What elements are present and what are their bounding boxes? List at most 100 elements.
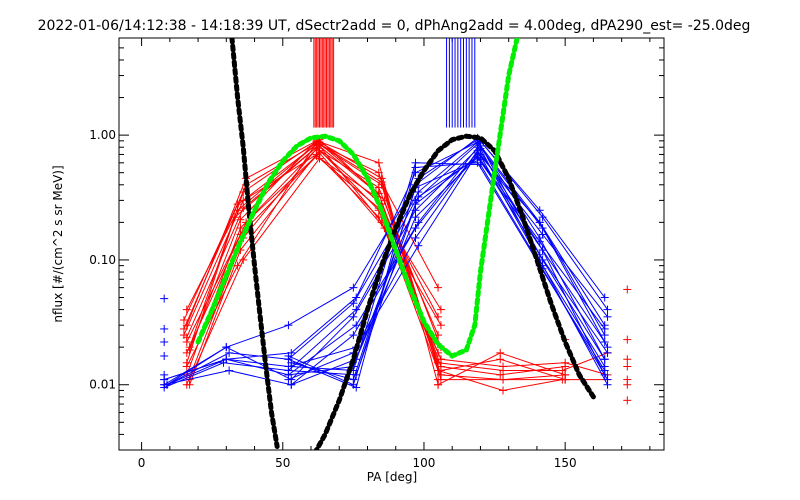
- blue-point: [222, 343, 231, 352]
- blue-point: [411, 233, 420, 242]
- red-point: [434, 380, 443, 389]
- red-point: [374, 158, 383, 167]
- blue-point: [349, 299, 358, 308]
- y-tick-label: 0.01: [89, 378, 116, 392]
- blue-series-line: [163, 137, 606, 386]
- blue-point: [349, 331, 358, 340]
- blue-point: [222, 355, 231, 364]
- y-axis: 0.01 0.10 1.00: [89, 47, 664, 435]
- red-point: [623, 380, 632, 389]
- x-tick-label: 100: [413, 456, 436, 470]
- y-tick-label: 0.10: [89, 253, 116, 267]
- blue-point: [603, 305, 612, 314]
- black-fit-curve: [313, 133, 596, 450]
- red-point: [561, 358, 570, 367]
- red-point: [623, 355, 632, 364]
- data-layer: [160, 38, 632, 450]
- blue-series-line: [288, 138, 606, 386]
- blue-point: [538, 213, 547, 222]
- red-point: [434, 331, 443, 340]
- red-point: [315, 154, 324, 163]
- blue-point: [535, 218, 544, 227]
- blue-point: [287, 362, 296, 371]
- blue-point: [160, 351, 169, 360]
- blue-point: [603, 375, 612, 384]
- red-point: [179, 324, 188, 333]
- blue-point: [411, 224, 420, 233]
- red-point: [182, 333, 191, 342]
- red-point: [499, 386, 508, 395]
- blue-point: [225, 366, 234, 375]
- x-tick-label: 50: [275, 456, 290, 470]
- blue-series-line: [291, 153, 608, 386]
- blue-point: [414, 192, 423, 201]
- green-fit-curve: [195, 38, 520, 359]
- chart-title: 2022-01-06/14:12:38 - 14:18:39 UT, dSect…: [38, 18, 751, 34]
- blue-series-line: [288, 152, 606, 381]
- red-point: [436, 366, 445, 375]
- red-point: [436, 305, 445, 314]
- red-point: [558, 366, 567, 375]
- blue-point: [600, 338, 609, 347]
- blue-point: [603, 312, 612, 321]
- blue-point: [600, 293, 609, 302]
- red-point: [436, 321, 445, 330]
- red-point: [561, 370, 570, 379]
- blue-point: [411, 213, 420, 222]
- blue-series-line: [291, 162, 608, 380]
- red-point: [434, 283, 443, 292]
- blue-series-line: [164, 140, 608, 381]
- blue-point: [414, 241, 423, 250]
- x-axis: 0 50 100 150: [138, 38, 651, 470]
- red-series-line: [438, 352, 608, 372]
- black-fit-curve: [229, 38, 280, 450]
- blue-point: [284, 321, 293, 330]
- blue-point: [287, 380, 296, 389]
- blue-point: [603, 348, 612, 357]
- blue-point: [160, 370, 169, 379]
- blue-point: [411, 158, 420, 167]
- red-point: [436, 355, 445, 364]
- blue-point: [600, 355, 609, 364]
- red-point: [623, 396, 632, 405]
- red-point: [623, 335, 632, 344]
- blue-point: [352, 383, 361, 392]
- blue-point: [160, 294, 169, 303]
- blue-series-line: [291, 158, 608, 381]
- plot-frame: [118, 37, 665, 451]
- blue-series-line: [288, 155, 606, 376]
- red-point: [182, 362, 191, 371]
- blue-point: [284, 366, 293, 375]
- red-point: [434, 312, 443, 321]
- blue-point: [163, 380, 172, 389]
- blue-point: [600, 324, 609, 333]
- red-point: [233, 261, 242, 270]
- blue-point: [160, 338, 169, 347]
- y-axis-label: nflux [#/(cm^2 s sr MeV)]: [51, 165, 65, 322]
- red-point: [499, 375, 508, 384]
- red-point: [374, 168, 383, 177]
- blue-point: [538, 246, 547, 255]
- red-point: [236, 215, 245, 224]
- red-point: [185, 345, 194, 354]
- blue-point: [349, 283, 358, 292]
- blue-point: [476, 160, 485, 169]
- red-point: [623, 285, 632, 294]
- red-point: [179, 316, 188, 325]
- red-point: [377, 180, 386, 189]
- red-point: [496, 348, 505, 357]
- y-tick-label: 1.00: [89, 128, 116, 142]
- x-tick-label: 150: [554, 456, 577, 470]
- red-point: [239, 204, 248, 213]
- red-point: [434, 348, 443, 357]
- blue-series-line: [288, 156, 606, 376]
- x-axis-label: PA [deg]: [367, 470, 417, 484]
- blue-point: [225, 348, 234, 357]
- blue-point: [538, 230, 547, 239]
- red-point: [182, 305, 191, 314]
- x-tick-label: 0: [138, 456, 146, 470]
- red-point: [496, 370, 505, 379]
- red-point: [499, 362, 508, 371]
- blue-point: [349, 312, 358, 321]
